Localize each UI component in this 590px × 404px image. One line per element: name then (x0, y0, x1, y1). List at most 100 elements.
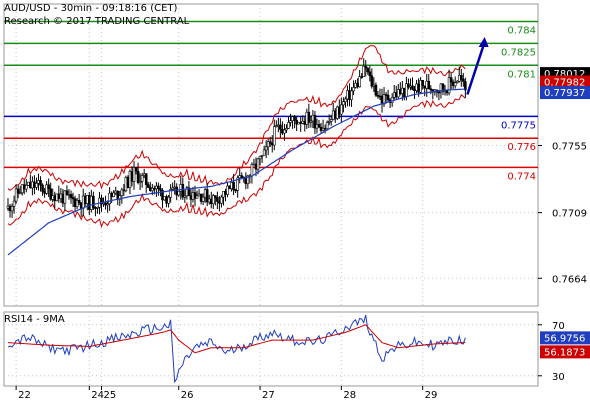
candle-body (380, 95, 384, 105)
x-tick-label: 22 (18, 390, 31, 400)
candle-body (415, 83, 418, 91)
research-credit: Research © 2017 TRADING CENTRAL (4, 16, 190, 27)
candle-body (29, 181, 32, 189)
candle-body (12, 200, 16, 207)
candle-body (151, 188, 154, 192)
y-tick-label: 0.7664 (552, 274, 587, 285)
candle-body (427, 80, 431, 90)
candle-body (386, 94, 390, 101)
rsi-ma-line (7, 324, 466, 354)
candle-body (258, 155, 262, 160)
x-tick-label: 28 (343, 390, 356, 400)
candle-body (24, 185, 28, 190)
rsi-value-box (540, 345, 590, 359)
candle-body (252, 163, 256, 166)
candle-body (313, 114, 317, 129)
candle-body (254, 163, 258, 170)
candle-body (102, 202, 105, 205)
candle-body (159, 188, 162, 191)
candle-body (368, 71, 372, 77)
candle-body (209, 198, 213, 205)
rsi-plot-frame (3, 311, 539, 387)
candle-body (130, 171, 134, 182)
candle-body (199, 193, 203, 202)
candle-body (447, 77, 451, 94)
candle-body (376, 94, 380, 97)
candle-body (266, 141, 270, 148)
candle-body (360, 76, 363, 78)
moving-average-layer (7, 88, 466, 256)
candle-body (63, 190, 67, 204)
candle-body (344, 98, 347, 102)
candle-body (295, 119, 298, 125)
candle-body (67, 194, 71, 196)
candle-body (220, 196, 223, 204)
candle-body (173, 186, 176, 189)
candle-body (228, 185, 231, 190)
candle-body (16, 188, 20, 194)
candle-body (73, 198, 77, 207)
candle-body (437, 91, 441, 94)
candle-body (262, 149, 266, 156)
level-label-resistance-1: 0.781 (507, 69, 536, 80)
candle-body (283, 129, 286, 134)
rsi-value-label: 56.1873 (544, 347, 585, 358)
candle-body (140, 175, 144, 182)
candle-body (409, 85, 412, 88)
candle-body (112, 192, 115, 197)
axis-layer: 22 24 25 26 27 28 29 0.7755 0.7709 0.7664 70 30 (15, 142, 587, 401)
candle-body (211, 195, 215, 205)
candle-body (321, 127, 325, 131)
rsi-value-box (540, 331, 590, 345)
candle-body (309, 120, 313, 123)
candle-body (177, 190, 181, 196)
candle-body (346, 90, 349, 100)
candle-body (81, 195, 85, 209)
candle-body (419, 80, 422, 93)
candle-body (240, 175, 244, 178)
candle-body (287, 122, 290, 129)
forecast-arrow-head (478, 37, 489, 48)
candle-body (71, 197, 75, 200)
candle-body (279, 124, 282, 130)
level-label-pivot: 0.7775 (501, 120, 536, 131)
candle-body (128, 171, 132, 188)
candle-body (297, 121, 300, 125)
candle-body (457, 75, 461, 82)
level-label-support-1: 0.776 (507, 142, 536, 153)
candle-body (403, 87, 406, 97)
candle-body (155, 185, 158, 190)
candle-body (394, 92, 398, 98)
candle-body (45, 184, 48, 194)
candle-body (272, 126, 276, 146)
y-tick-label: 0.7755 (552, 142, 587, 153)
candle-body (405, 83, 408, 97)
candle-body (51, 195, 55, 200)
candle-body (122, 189, 126, 192)
candle-body (59, 193, 63, 199)
candle-body (22, 184, 26, 190)
candle-body (195, 195, 199, 199)
x-tick-label: 29 (425, 390, 438, 400)
x-tick-label: 27 (262, 390, 275, 400)
candle-body (216, 197, 219, 202)
candle-body (124, 177, 128, 192)
candle-body (187, 187, 191, 197)
candle-body (449, 77, 453, 83)
candle-body (100, 197, 103, 205)
price-tag-label: 0.77937 (544, 88, 585, 99)
candle-body (163, 196, 166, 201)
candle-body (207, 198, 211, 203)
candle-body (183, 195, 187, 198)
candle-body (39, 180, 42, 186)
candle-body (333, 110, 337, 119)
candle-body (277, 124, 280, 127)
candle-body (358, 76, 361, 88)
candle-body (77, 200, 81, 204)
candle-body (366, 67, 370, 73)
candle-body (417, 83, 420, 93)
candle-body (132, 167, 136, 182)
candle-body (374, 84, 378, 96)
candle-body (270, 142, 274, 146)
candle-body (451, 81, 455, 87)
